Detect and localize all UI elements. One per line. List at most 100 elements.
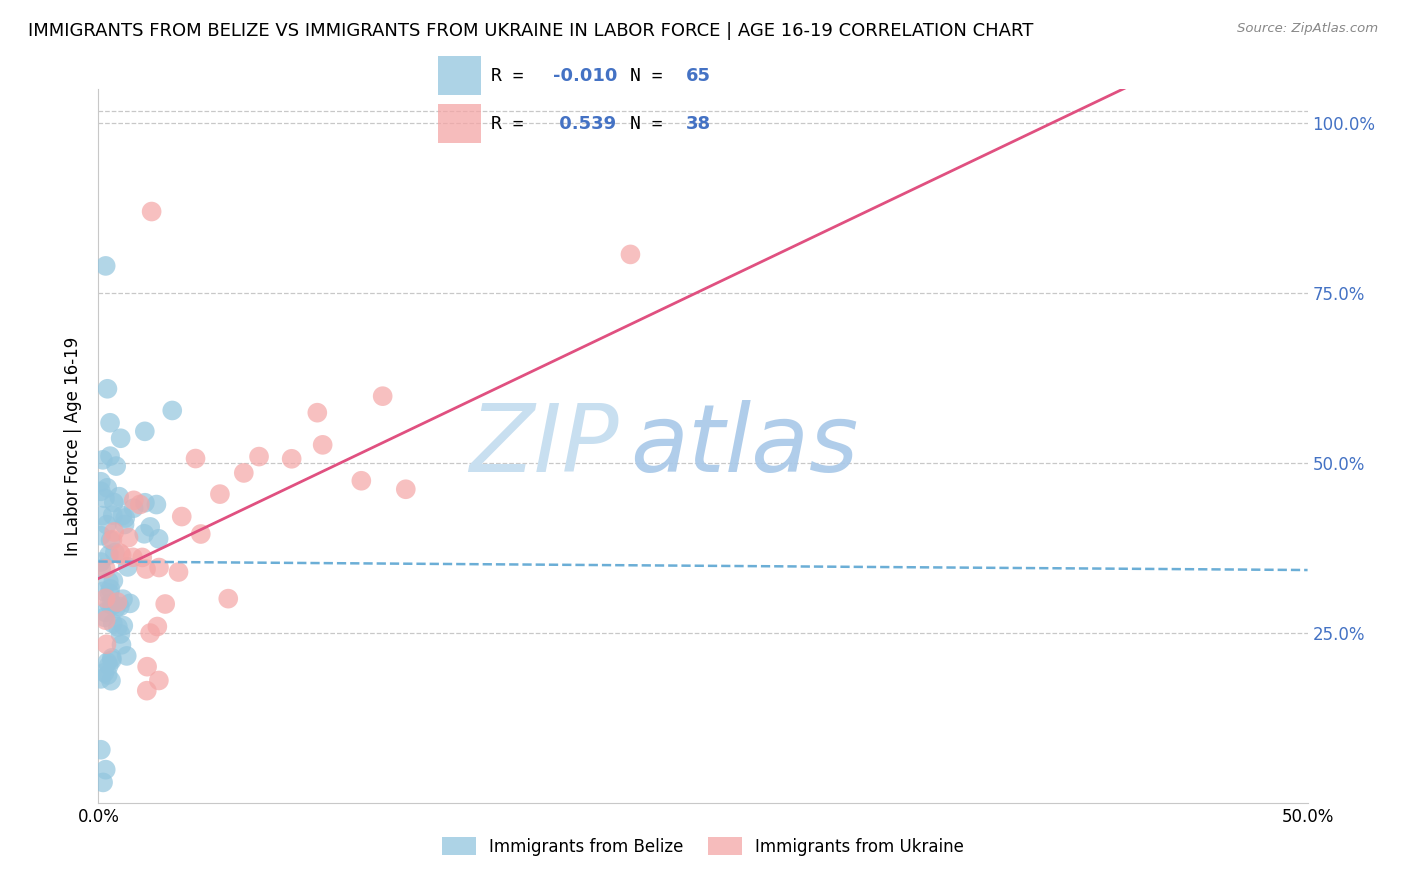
Legend: Immigrants from Belize, Immigrants from Ukraine: Immigrants from Belize, Immigrants from … [436,830,970,863]
Point [112,618,135,632]
Point [139,520,162,534]
Point [114,517,136,532]
Text: -0.010: -0.010 [553,67,617,85]
Point [90,484,112,499]
Point [146,619,169,633]
Text: N =: N = [630,115,673,133]
Point [98,449,121,463]
Point [96,637,118,651]
Point [190,527,212,541]
Point [184,451,207,466]
Point [98,582,121,596]
Point [94,562,117,576]
Point [96,655,118,669]
Point [96,517,118,532]
Point [134,526,156,541]
Point [107,595,129,609]
Point [104,546,127,560]
Point [101,653,124,667]
Text: N =: N = [630,67,673,85]
Point [91,453,114,467]
Point [371,389,394,403]
Point [311,438,333,452]
Point [94,613,117,627]
Point [162,403,184,417]
Point [110,627,132,641]
Point [93,665,115,680]
Point [101,616,124,631]
Point [134,425,156,439]
Point [350,474,373,488]
Point [170,509,193,524]
Point [148,560,170,574]
Point [208,487,231,501]
Text: 38: 38 [686,115,710,133]
Point [117,560,139,574]
Point [134,496,156,510]
Point [101,598,124,612]
Point [110,638,132,652]
Point [90,555,112,569]
Point [145,498,167,512]
Point [100,533,122,548]
Point [90,475,112,489]
Point [217,591,239,606]
Point [97,668,120,682]
Point [96,481,118,495]
Point [98,548,121,562]
Point [93,610,115,624]
Point [117,531,139,545]
Point [232,466,254,480]
Text: 0.539: 0.539 [553,115,616,133]
Point [280,451,302,466]
Point [129,498,152,512]
Point [148,673,170,688]
Point [105,459,128,474]
Point [135,562,157,576]
Point [90,561,112,575]
Point [122,493,145,508]
Point [247,450,270,464]
Point [307,406,329,420]
Text: R =: R = [491,115,546,133]
Point [167,565,190,579]
Point [94,605,117,619]
Point [108,599,131,614]
Point [98,586,121,600]
Bar [439,104,481,144]
Point [115,648,138,663]
Text: Source: ZipAtlas.com: Source: ZipAtlas.com [1237,22,1378,36]
Point [100,596,122,610]
Point [101,508,124,522]
Point [114,511,136,525]
Point [96,382,118,396]
Point [94,763,117,777]
Point [101,533,124,547]
Point [118,596,141,610]
Point [103,495,125,509]
Text: IMMIGRANTS FROM BELIZE VS IMMIGRANTS FROM UKRAINE IN LABOR FORCE | AGE 16-19 COR: IMMIGRANTS FROM BELIZE VS IMMIGRANTS FRO… [28,22,1033,40]
Point [94,491,117,506]
Text: 65: 65 [686,67,710,85]
Point [131,550,153,565]
Point [103,524,125,539]
Point [122,501,145,516]
Point [141,204,163,219]
Text: R =: R = [491,67,534,85]
Point [111,548,134,562]
Point [91,508,114,523]
Point [103,574,125,588]
Point [94,591,117,606]
Point [93,584,115,599]
Point [111,508,134,523]
Point [100,673,122,688]
Point [98,597,121,611]
Y-axis label: In Labor Force | Age 16-19: In Labor Force | Age 16-19 [65,336,83,556]
Point [104,601,127,615]
Point [90,529,112,543]
Point [110,431,132,445]
Point [619,247,641,261]
Point [395,482,418,496]
Point [122,550,145,565]
Bar [439,56,481,95]
